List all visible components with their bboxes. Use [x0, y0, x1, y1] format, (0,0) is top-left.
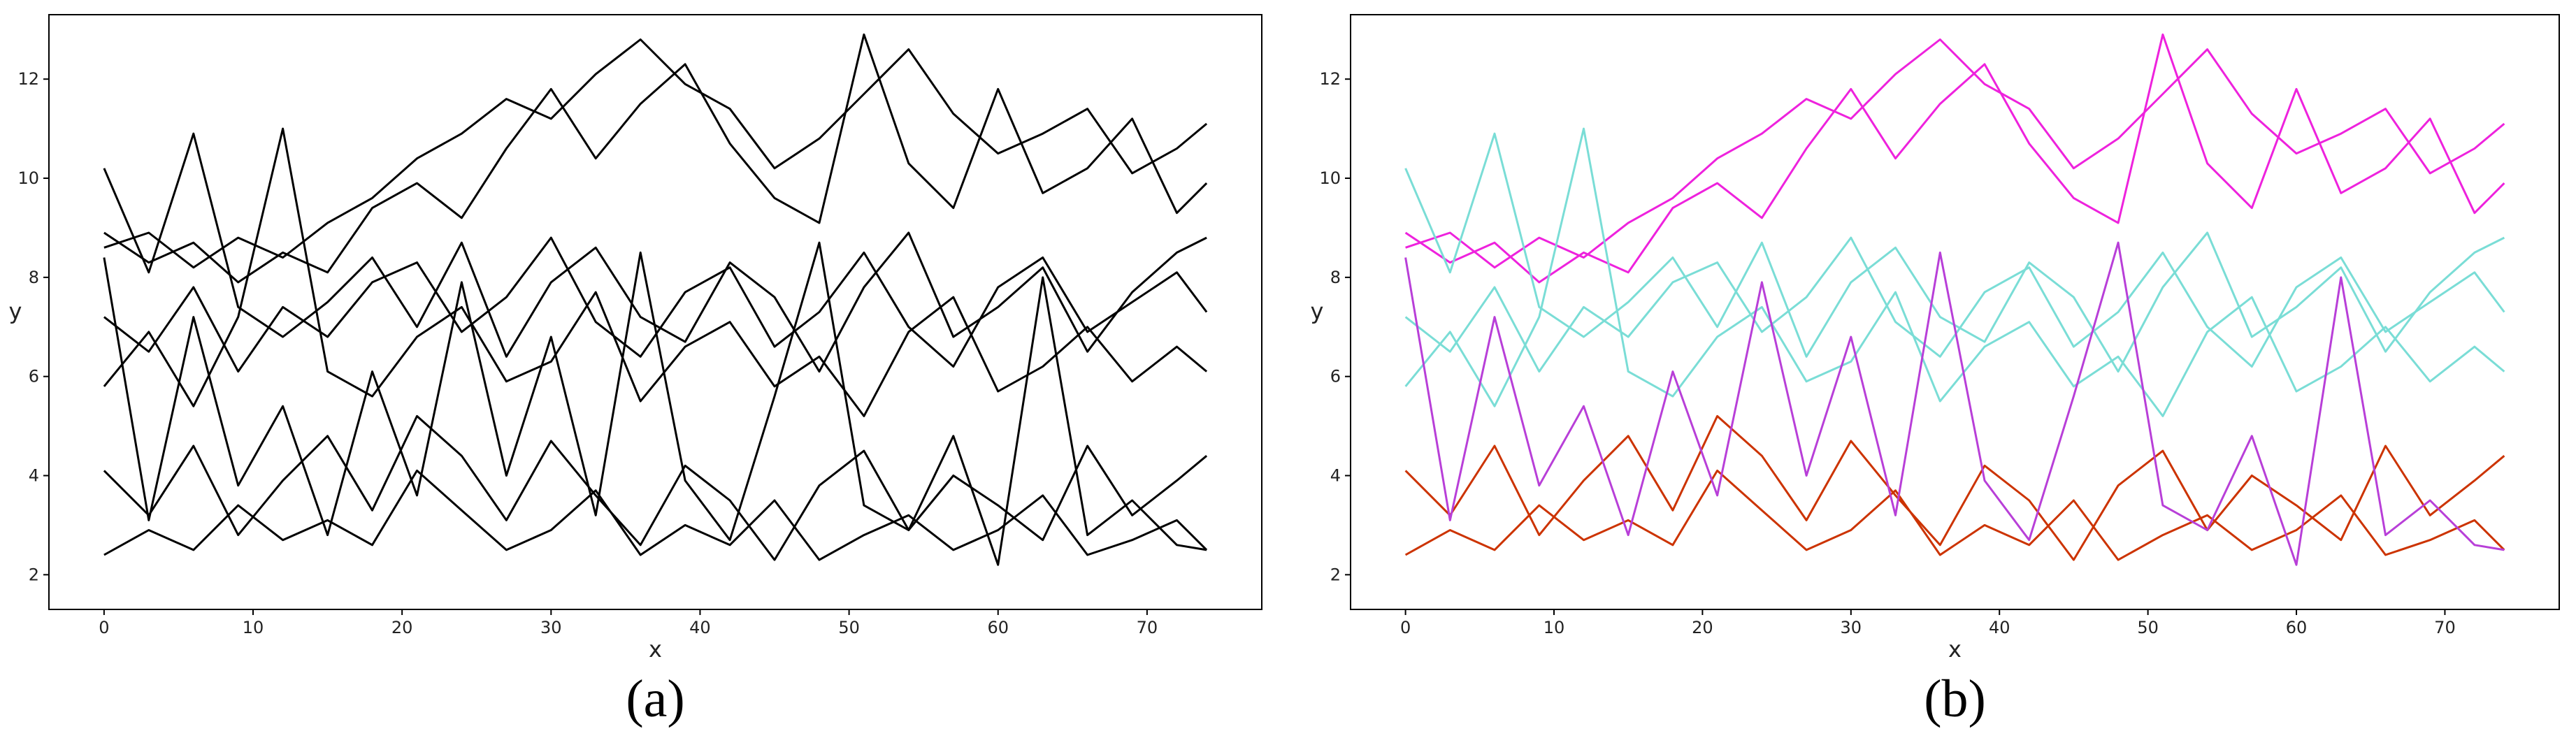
- x-tick-label: 60: [987, 618, 1009, 637]
- series-line: [1405, 38, 2505, 269]
- x-tick-label: 0: [1400, 618, 1411, 637]
- y-tick-label: 2: [29, 565, 39, 584]
- series-line: [103, 241, 1207, 566]
- y-axis-label: y: [9, 298, 22, 325]
- x-tick-label: 70: [2434, 618, 2456, 637]
- x-tick-label: 40: [689, 618, 711, 637]
- y-tick-label: 4: [29, 466, 39, 486]
- y-tick-label: 10: [17, 168, 39, 188]
- plot-frame: [1350, 14, 2560, 610]
- series-line: [1404, 241, 2505, 566]
- caption: (a): [626, 670, 684, 728]
- series-line: [103, 414, 1208, 561]
- series-line: [103, 127, 1208, 417]
- y-tick-label: 6: [29, 367, 39, 386]
- x-tick-label: 10: [1544, 618, 1565, 637]
- series-line: [103, 469, 1208, 561]
- series-line: [103, 38, 1208, 269]
- x-axis-label: x: [1948, 636, 1962, 663]
- series-line: [103, 236, 1208, 373]
- y-axis-label: y: [1311, 298, 1324, 325]
- x-tick-label: 0: [99, 618, 109, 637]
- x-tick-label: 50: [2137, 618, 2159, 637]
- x-tick-label: 60: [2286, 618, 2308, 637]
- plot-frame: [48, 14, 1262, 610]
- y-tick-label: 10: [1319, 168, 1341, 188]
- series-line: [1404, 414, 2505, 561]
- x-axis-label: x: [649, 636, 662, 663]
- series-line: [1404, 127, 2505, 417]
- series-line: [1404, 469, 2505, 561]
- y-tick-label: 2: [1330, 565, 1341, 584]
- x-tick-label: 20: [391, 618, 413, 637]
- y-tick-label: 6: [1330, 367, 1341, 386]
- y-tick-label: 8: [1330, 268, 1341, 287]
- series-line: [1404, 33, 2505, 284]
- x-tick-label: 30: [540, 618, 562, 637]
- x-tick-label: 40: [1989, 618, 2010, 637]
- series-line: [1404, 132, 2505, 373]
- x-tick-label: 20: [1692, 618, 1713, 637]
- series-line: [103, 33, 1208, 284]
- y-tick-label: 4: [1330, 466, 1341, 486]
- caption: (b): [1924, 670, 1986, 728]
- x-tick-label: 30: [1841, 618, 1862, 637]
- series-line: [103, 132, 1207, 373]
- series-line: [1404, 236, 2505, 373]
- x-tick-label: 70: [1137, 618, 1158, 637]
- y-tick-label: 12: [17, 69, 39, 89]
- x-tick-label: 50: [838, 618, 860, 637]
- y-tick-label: 8: [29, 268, 39, 287]
- x-tick-label: 10: [243, 618, 264, 637]
- y-tick-label: 12: [1319, 69, 1341, 89]
